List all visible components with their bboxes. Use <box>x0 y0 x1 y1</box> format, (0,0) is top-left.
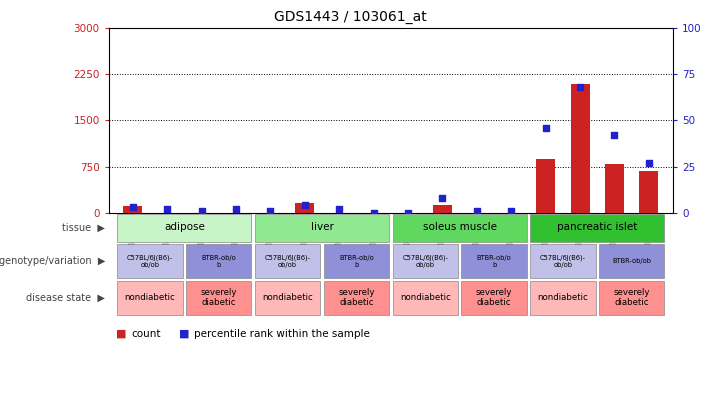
Point <box>368 209 379 216</box>
Text: C57BL/6J(B6)-
ob/ob: C57BL/6J(B6)- ob/ob <box>402 254 448 268</box>
Text: severely
diabetic: severely diabetic <box>200 288 237 307</box>
Text: BTBR-ob/o
b: BTBR-ob/o b <box>339 255 374 268</box>
Text: severely
diabetic: severely diabetic <box>476 288 512 307</box>
Text: C57BL/6J(B6)-
ob/ob: C57BL/6J(B6)- ob/ob <box>127 254 173 268</box>
Point <box>265 207 276 214</box>
Text: genotype/variation  ▶: genotype/variation ▶ <box>0 256 105 266</box>
Text: BTBR-ob/o
b: BTBR-ob/o b <box>201 255 236 268</box>
Bar <box>599 244 665 278</box>
Bar <box>123 207 142 213</box>
Text: C57BL/6J(B6)-
ob/ob: C57BL/6J(B6)- ob/ob <box>540 254 586 268</box>
Text: severely
diabetic: severely diabetic <box>613 288 650 307</box>
Bar <box>324 281 389 315</box>
Point <box>540 125 551 131</box>
Point <box>161 206 172 212</box>
Text: pancreatic islet: pancreatic islet <box>557 222 637 232</box>
Text: disease state  ▶: disease state ▶ <box>26 293 105 303</box>
Text: GDS1443 / 103061_at: GDS1443 / 103061_at <box>274 10 427 24</box>
Bar <box>186 244 252 278</box>
Text: C57BL/6J(B6)-
ob/ob: C57BL/6J(B6)- ob/ob <box>264 254 311 268</box>
Point <box>334 206 345 212</box>
Text: count: count <box>131 329 161 339</box>
Point <box>402 209 414 216</box>
Point <box>196 207 207 214</box>
Bar <box>461 281 526 315</box>
Bar <box>639 171 658 213</box>
Bar <box>186 281 252 315</box>
Bar <box>461 244 526 278</box>
Point <box>609 132 620 139</box>
Bar <box>605 164 624 213</box>
Bar <box>393 214 526 242</box>
Bar <box>255 244 320 278</box>
Point <box>505 207 517 214</box>
Bar <box>117 281 183 315</box>
Bar <box>530 214 665 242</box>
Text: nondiabetic: nondiabetic <box>538 293 588 302</box>
Text: BTBR-ob/o
b: BTBR-ob/o b <box>477 255 512 268</box>
Point <box>574 84 585 91</box>
Point <box>127 204 138 210</box>
Bar <box>393 281 458 315</box>
Bar <box>433 205 452 213</box>
Bar <box>324 244 389 278</box>
Text: BTBR-ob/ob: BTBR-ob/ob <box>612 258 651 264</box>
Point <box>644 160 655 166</box>
Text: ■: ■ <box>179 329 189 339</box>
Point <box>231 206 242 212</box>
Text: tissue  ▶: tissue ▶ <box>62 223 105 233</box>
Bar <box>530 281 596 315</box>
Bar <box>295 203 314 213</box>
Bar <box>530 244 596 278</box>
Text: ■: ■ <box>116 329 126 339</box>
Bar <box>571 84 590 213</box>
Bar <box>255 281 320 315</box>
Text: percentile rank within the sample: percentile rank within the sample <box>194 329 370 339</box>
Text: adipose: adipose <box>164 222 205 232</box>
Bar <box>117 214 252 242</box>
Bar <box>117 244 183 278</box>
Text: nondiabetic: nondiabetic <box>262 293 313 302</box>
Point <box>437 195 448 201</box>
Bar <box>393 244 458 278</box>
Text: nondiabetic: nondiabetic <box>400 293 451 302</box>
Point <box>471 207 482 214</box>
Point <box>299 202 311 209</box>
Bar <box>536 159 555 213</box>
Bar <box>599 281 665 315</box>
Text: liver: liver <box>311 222 334 232</box>
Bar <box>255 214 389 242</box>
Text: severely
diabetic: severely diabetic <box>338 288 374 307</box>
Text: soleus muscle: soleus muscle <box>423 222 496 232</box>
Text: nondiabetic: nondiabetic <box>125 293 175 302</box>
